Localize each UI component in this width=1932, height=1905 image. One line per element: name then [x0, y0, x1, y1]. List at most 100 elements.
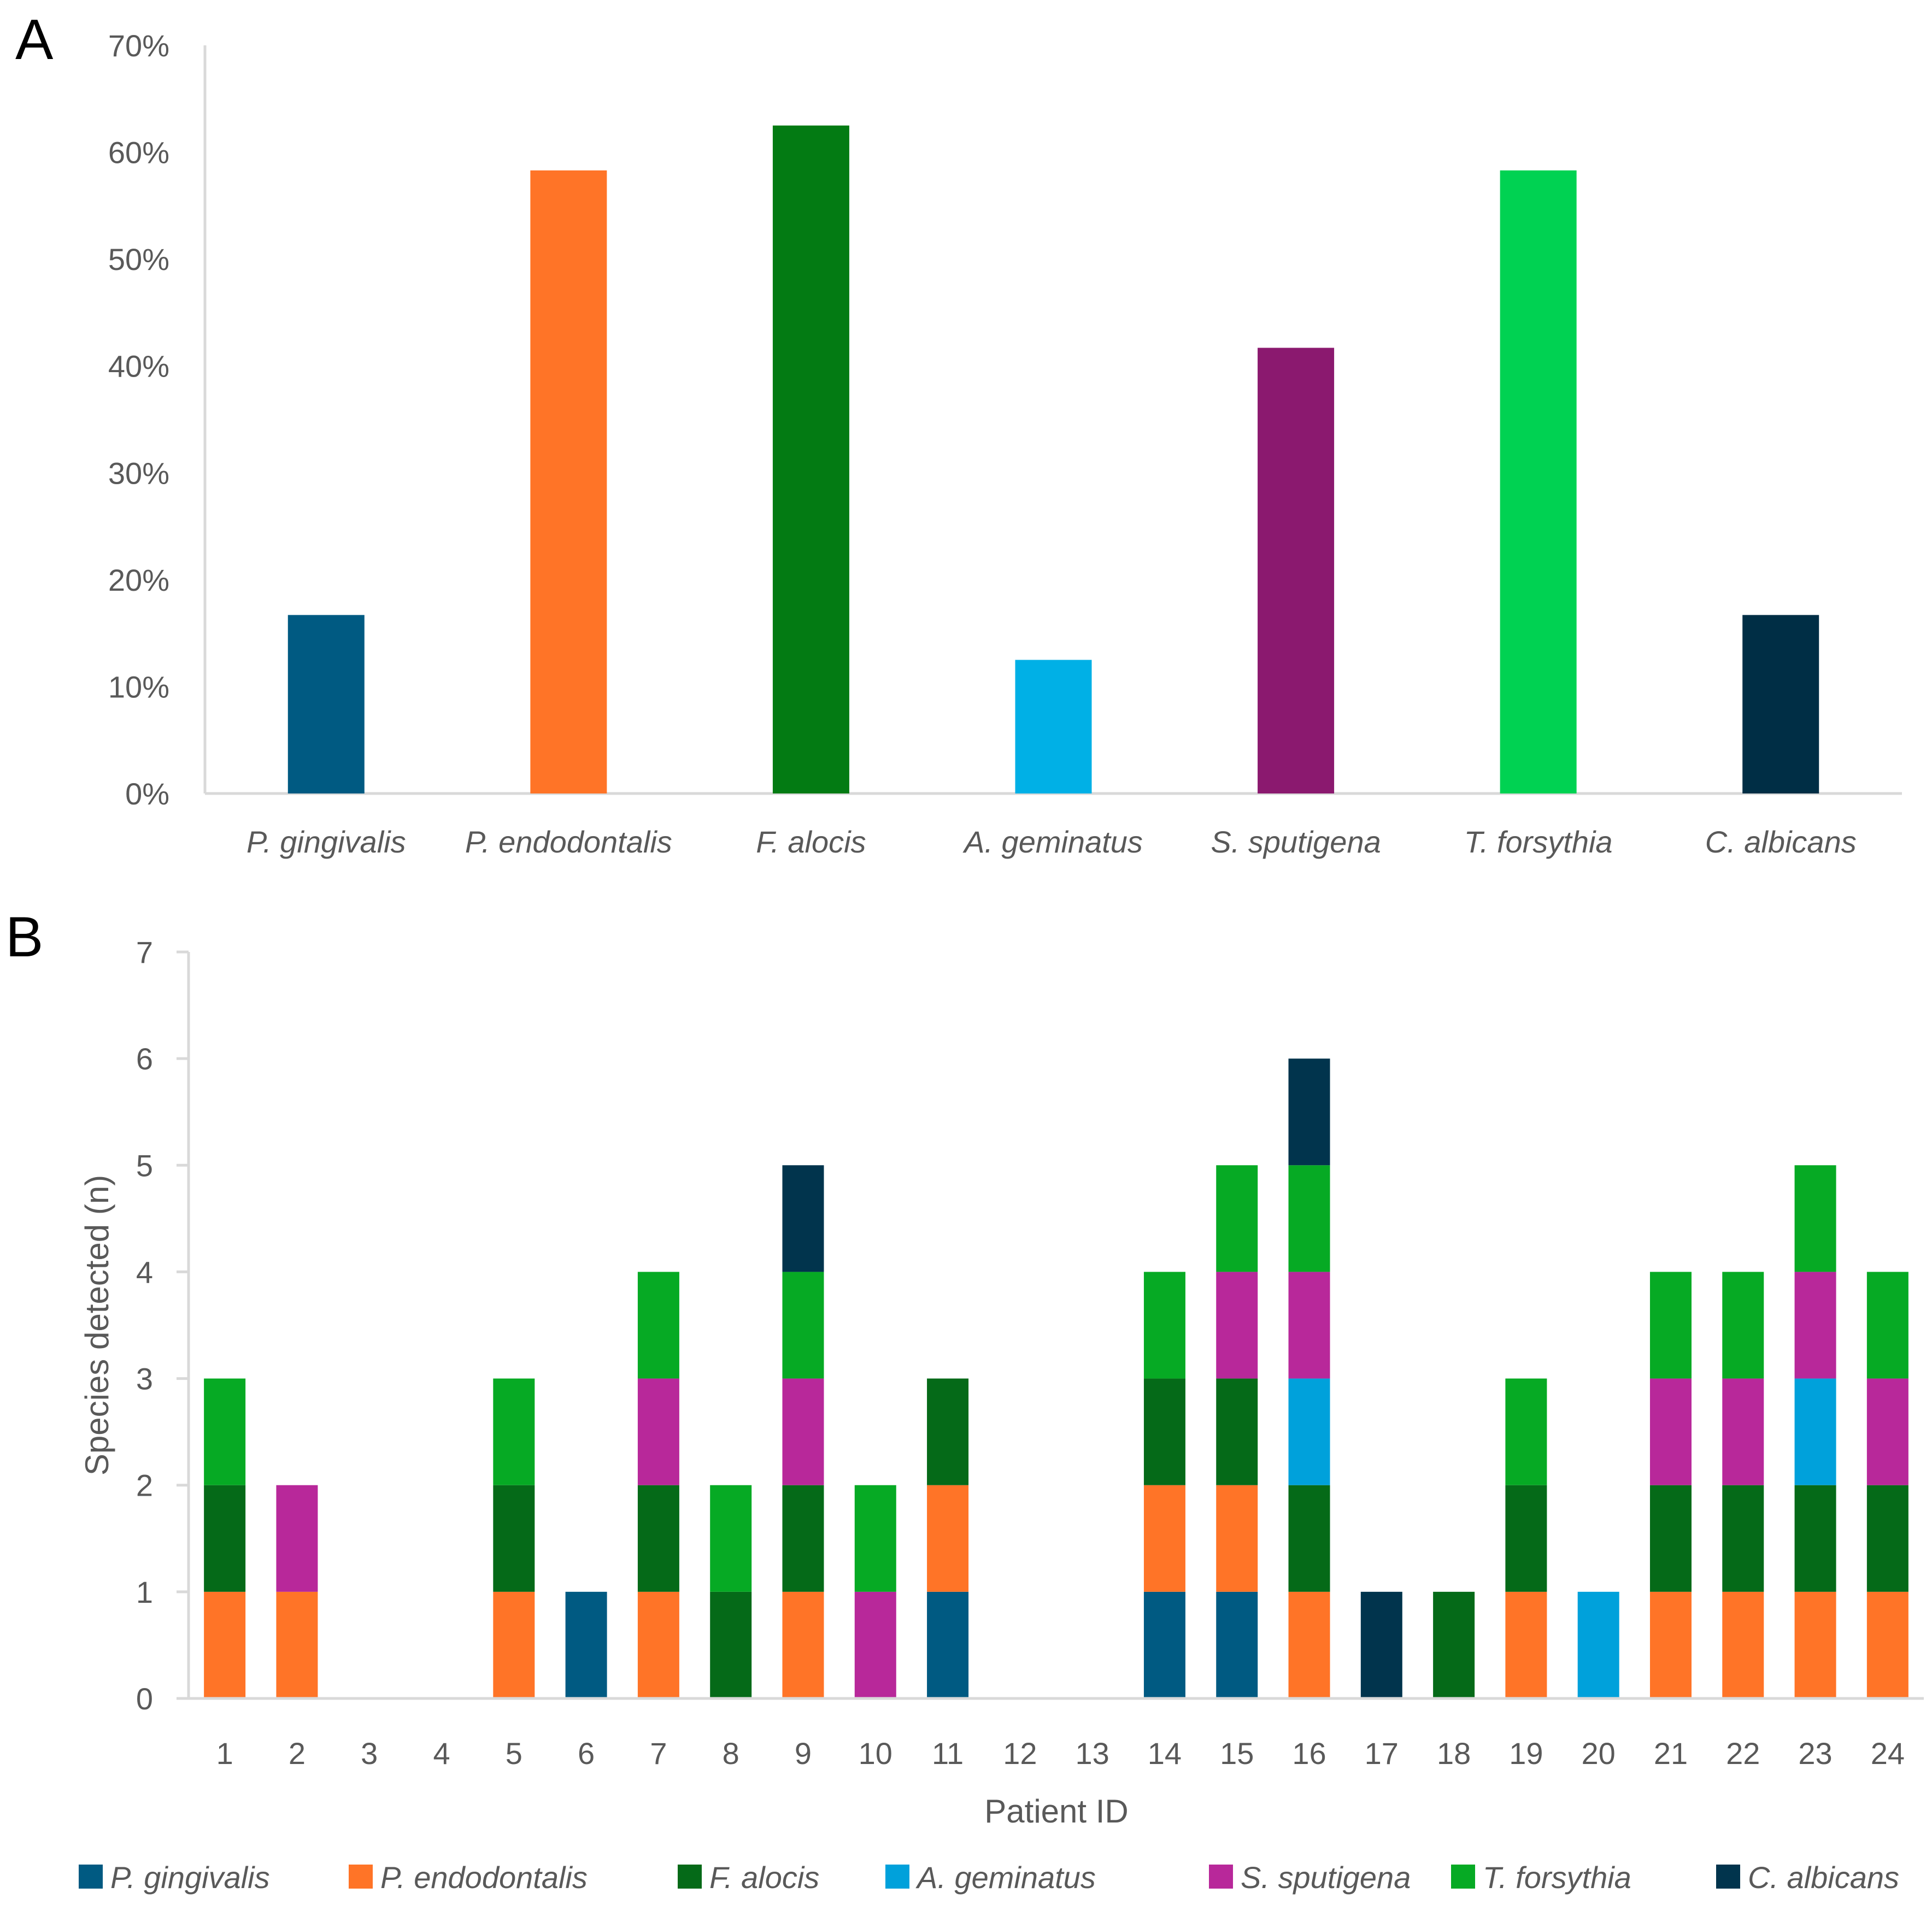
bar-a — [1258, 348, 1335, 793]
y-tick-label-a: 0% — [125, 777, 169, 811]
bar-segment-b — [782, 1272, 824, 1379]
bar-a — [1500, 170, 1577, 793]
bar-segment-b — [493, 1591, 535, 1698]
legend-swatch — [885, 1865, 909, 1889]
bar-segment-b — [637, 1591, 679, 1698]
bar-segment-b — [493, 1378, 535, 1485]
bar-segment-b — [782, 1378, 824, 1485]
legend-label: F. alocis — [709, 1860, 819, 1895]
x-tick-label-b: 19 — [1509, 1736, 1543, 1771]
x-tick-label-b: 22 — [1726, 1736, 1760, 1771]
bar-segment-b — [1866, 1272, 1908, 1379]
y-axis-title-b: Species detected (n) — [79, 1175, 115, 1475]
x-tick-label-b: 24 — [1871, 1736, 1905, 1771]
x-tick-label-a: A. geminatus — [962, 825, 1143, 859]
x-tick-label-b: 1 — [216, 1736, 233, 1771]
x-tick-label-b: 8 — [723, 1736, 739, 1771]
bar-segment-b — [1505, 1591, 1547, 1698]
x-tick-label-b: 9 — [795, 1736, 812, 1771]
bar-segment-b — [1143, 1485, 1185, 1592]
x-tick-label-b: 15 — [1220, 1736, 1254, 1771]
x-tick-label-b: 17 — [1365, 1736, 1399, 1771]
legend-swatch — [79, 1865, 103, 1889]
x-tick-label-b: 23 — [1798, 1736, 1832, 1771]
bar-segment-b — [782, 1485, 824, 1592]
bar-segment-b — [1288, 1059, 1330, 1166]
y-tick-label-a: 30% — [108, 456, 169, 490]
bar-segment-b — [710, 1485, 752, 1592]
bar-segment-b — [1794, 1165, 1836, 1272]
legend-label: S. sputigena — [1241, 1860, 1411, 1895]
bar-segment-b — [1433, 1591, 1475, 1698]
bar-segment-b — [1288, 1485, 1330, 1592]
bar-segment-b — [493, 1485, 535, 1592]
bar-segment-b — [1866, 1485, 1908, 1592]
y-tick-label-a: 50% — [108, 242, 169, 277]
bar-segment-b — [1794, 1272, 1836, 1379]
bar-segment-b — [1143, 1272, 1185, 1379]
bar-segment-b — [276, 1485, 318, 1592]
y-tick-label-a: 10% — [108, 669, 169, 704]
y-tick-label-a: 40% — [108, 349, 169, 384]
bar-segment-b — [1866, 1591, 1908, 1698]
bar-segment-b — [1649, 1591, 1692, 1698]
y-tick-label-b: 6 — [136, 1042, 153, 1076]
x-tick-label-b: 14 — [1148, 1736, 1182, 1771]
x-tick-label-b: 10 — [859, 1736, 892, 1771]
chart-a: 0% 10% 20% 30% 40% 50% 60% 70% P. gingivalis P. e… — [108, 28, 1902, 859]
x-tick-label-b: 18 — [1437, 1736, 1471, 1771]
bar-segment-b — [1577, 1591, 1619, 1698]
x-tick-label-a: T. forsythia — [1464, 825, 1613, 859]
y-tick-label-b: 3 — [136, 1362, 153, 1396]
bar-a — [287, 615, 365, 793]
y-tick-label-b: 1 — [136, 1575, 153, 1609]
bar-segment-b — [1505, 1378, 1547, 1485]
panel-label-b: B — [5, 906, 43, 969]
x-tick-label-b: 5 — [506, 1736, 522, 1771]
x-tick-label-b: 13 — [1075, 1736, 1109, 1771]
x-tick-label-b: 21 — [1654, 1736, 1688, 1771]
y-tick-label-b: 2 — [136, 1468, 153, 1503]
x-tick-label-b: 6 — [578, 1736, 595, 1771]
y-tick-label-b: 5 — [136, 1148, 153, 1183]
legend-swatch — [349, 1865, 373, 1889]
bar-a — [1742, 615, 1819, 793]
bar-segment-b — [637, 1485, 679, 1592]
bar-segment-b — [1216, 1591, 1258, 1698]
bar-segment-b — [276, 1591, 318, 1698]
bar-segment-b — [1216, 1165, 1258, 1272]
y-tick-label-b: 0 — [136, 1681, 153, 1716]
bar-segment-b — [1216, 1272, 1258, 1379]
x-tick-label-b: 7 — [650, 1736, 667, 1771]
bar-segment-b — [1722, 1378, 1764, 1485]
x-tick-label-a: C. albicans — [1705, 825, 1857, 859]
legend-swatch — [1716, 1865, 1740, 1889]
bar-segment-b — [1794, 1378, 1836, 1485]
bar-segment-b — [204, 1485, 246, 1592]
legend-label: C. albicans — [1748, 1860, 1899, 1895]
x-tick-label-b: 16 — [1292, 1736, 1326, 1771]
bar-segment-b — [1722, 1485, 1764, 1592]
bar-segment-b — [1288, 1591, 1330, 1698]
x-tick-label-b: 20 — [1582, 1736, 1616, 1771]
bar-segment-b — [1649, 1485, 1692, 1592]
x-tick-label-b: 4 — [433, 1736, 450, 1771]
bar-segment-b — [1722, 1272, 1764, 1379]
bar-segment-b — [1216, 1485, 1258, 1592]
bar-segment-b — [1505, 1485, 1547, 1592]
bar-segment-b — [710, 1591, 752, 1698]
bar-segment-b — [637, 1272, 679, 1379]
legend-label: T. forsythia — [1483, 1860, 1631, 1895]
bar-segment-b — [204, 1591, 246, 1698]
bar-segment-b — [1794, 1485, 1836, 1592]
x-tick-label-b: 11 — [932, 1736, 964, 1771]
x-tick-label-a: P. endodontalis — [465, 825, 672, 859]
bar-segment-b — [1794, 1591, 1836, 1698]
legend-label: P. gingivalis — [110, 1860, 270, 1895]
x-tick-label-b: 3 — [361, 1736, 378, 1771]
legend-swatch — [1451, 1865, 1475, 1889]
y-tick-label-a: 20% — [108, 563, 169, 597]
legend-label: A. geminatus — [915, 1860, 1096, 1895]
x-tick-label-a: P. gingivalis — [246, 825, 406, 859]
